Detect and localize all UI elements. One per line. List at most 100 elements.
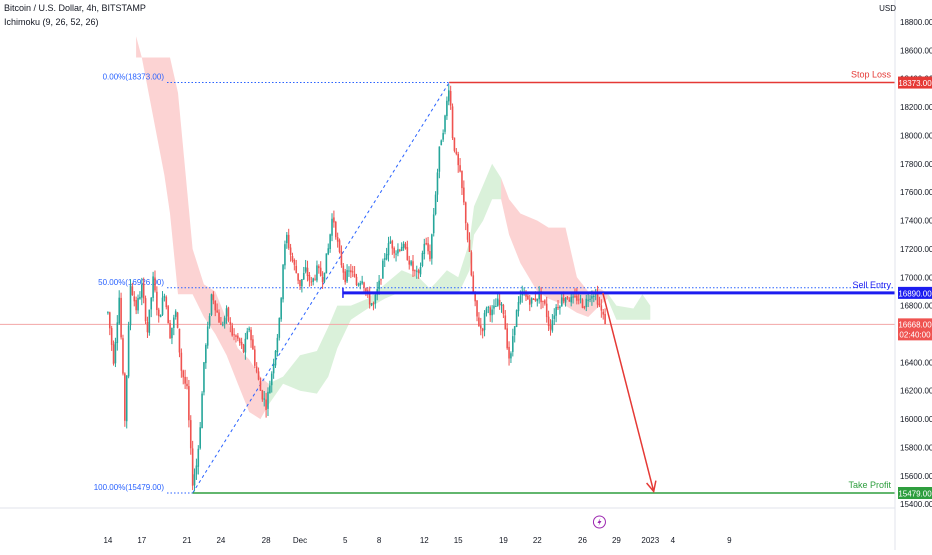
candle-body bbox=[261, 390, 264, 400]
candle-body bbox=[459, 165, 461, 172]
candle-body bbox=[447, 90, 450, 102]
candle-body bbox=[483, 313, 486, 331]
candle-body bbox=[112, 344, 115, 364]
candle-body bbox=[165, 297, 168, 308]
candle-body bbox=[348, 270, 350, 272]
stop-loss-label: Stop Loss bbox=[851, 70, 892, 80]
candle-body bbox=[107, 312, 109, 314]
candle-body bbox=[286, 234, 288, 244]
candle-body bbox=[574, 295, 576, 297]
candle-body bbox=[144, 298, 147, 322]
candle-body bbox=[493, 305, 495, 309]
candle-body bbox=[169, 323, 171, 339]
candle-body bbox=[272, 364, 275, 374]
candle-body bbox=[528, 299, 531, 305]
candle-body bbox=[124, 373, 126, 421]
fibonacci-layer: 0.00%(18373.00) 50.00%(16926.00) 100.00%(1… bbox=[94, 73, 895, 494]
candle-body bbox=[463, 187, 465, 203]
price-tick-label: 17800.00 bbox=[900, 160, 932, 169]
candle-body bbox=[248, 328, 250, 331]
time-tick-label: 17 bbox=[137, 536, 146, 545]
candle-body bbox=[431, 234, 433, 259]
time-tick-label: 2023 bbox=[641, 536, 659, 545]
time-tick-label: 19 bbox=[499, 536, 508, 545]
candle-body bbox=[235, 335, 237, 337]
candle-body bbox=[534, 298, 537, 301]
candle-body bbox=[312, 278, 314, 282]
candle-body bbox=[295, 265, 298, 274]
candle-body bbox=[154, 277, 156, 291]
candle-body bbox=[223, 317, 226, 324]
candle-body bbox=[114, 342, 117, 364]
candle-body bbox=[293, 259, 296, 265]
cloud-green-1 bbox=[268, 163, 502, 405]
candle-body bbox=[378, 280, 380, 290]
candle-body bbox=[278, 318, 281, 338]
candle-body bbox=[487, 306, 490, 308]
candle-body bbox=[174, 311, 177, 317]
candle-body bbox=[284, 244, 286, 266]
price-tick-label: 18000.00 bbox=[900, 131, 932, 140]
candle-body bbox=[327, 248, 330, 255]
time-tick-label: Dec bbox=[293, 536, 307, 545]
candle-body bbox=[425, 243, 427, 245]
candle-body bbox=[231, 325, 233, 336]
candle-body bbox=[321, 276, 324, 283]
price-tick-label: 18800.00 bbox=[900, 18, 932, 27]
candle-body bbox=[544, 300, 546, 304]
candle-body bbox=[318, 266, 320, 269]
candle-body bbox=[167, 306, 169, 324]
candle-body bbox=[240, 341, 243, 345]
candle-body bbox=[182, 370, 185, 378]
candle-body bbox=[195, 465, 198, 475]
candle-body bbox=[598, 303, 601, 306]
candle-body bbox=[110, 328, 113, 345]
candle-body bbox=[419, 267, 422, 275]
candle-body bbox=[310, 281, 313, 283]
indicator-title: Ichimoku (9, 26, 52, 26) bbox=[4, 17, 99, 27]
candle-body bbox=[361, 281, 363, 284]
stop-loss-price-text: 18373.00 bbox=[898, 79, 932, 88]
candle-body bbox=[400, 246, 403, 252]
candle-body bbox=[308, 275, 311, 281]
candle-body bbox=[350, 270, 352, 273]
candle-body bbox=[297, 273, 299, 281]
time-tick-label: 14 bbox=[103, 536, 112, 545]
candle-body bbox=[127, 325, 130, 377]
candle-body bbox=[173, 317, 175, 328]
candle-body bbox=[470, 252, 473, 276]
candle-body bbox=[178, 328, 181, 353]
currency-label: USD bbox=[879, 4, 896, 13]
candle-body bbox=[498, 299, 501, 305]
candle-body bbox=[562, 297, 565, 302]
candle-body bbox=[108, 312, 111, 329]
candle-body bbox=[203, 362, 205, 393]
candle-body bbox=[306, 267, 309, 277]
candle-body bbox=[161, 297, 164, 315]
candles-layer bbox=[107, 84, 606, 492]
candle-body bbox=[583, 306, 586, 308]
take-profit-price-tag bbox=[898, 487, 932, 499]
price-tick-label: 17200.00 bbox=[900, 245, 932, 254]
time-tick-label: 22 bbox=[533, 536, 542, 545]
candle-body bbox=[355, 276, 358, 285]
candle-body bbox=[382, 260, 384, 279]
candle-body bbox=[530, 297, 533, 304]
stop-loss-price-tag bbox=[898, 76, 932, 89]
candle-body bbox=[370, 303, 373, 306]
candle-body bbox=[589, 298, 591, 300]
candle-body bbox=[216, 310, 218, 313]
candle-body bbox=[449, 91, 452, 106]
candle-body bbox=[515, 310, 518, 327]
candle-body bbox=[189, 420, 192, 449]
sell-entry-label: Sell Entry bbox=[852, 280, 891, 290]
candle-body bbox=[553, 315, 556, 320]
candle-body bbox=[336, 237, 339, 242]
sell-entry-price-text: 16890.00 bbox=[898, 289, 932, 298]
price-tick-label: 16000.00 bbox=[900, 415, 932, 424]
candle-body bbox=[135, 300, 137, 311]
candle-body bbox=[587, 299, 589, 301]
projection-arrow-head bbox=[646, 480, 657, 494]
